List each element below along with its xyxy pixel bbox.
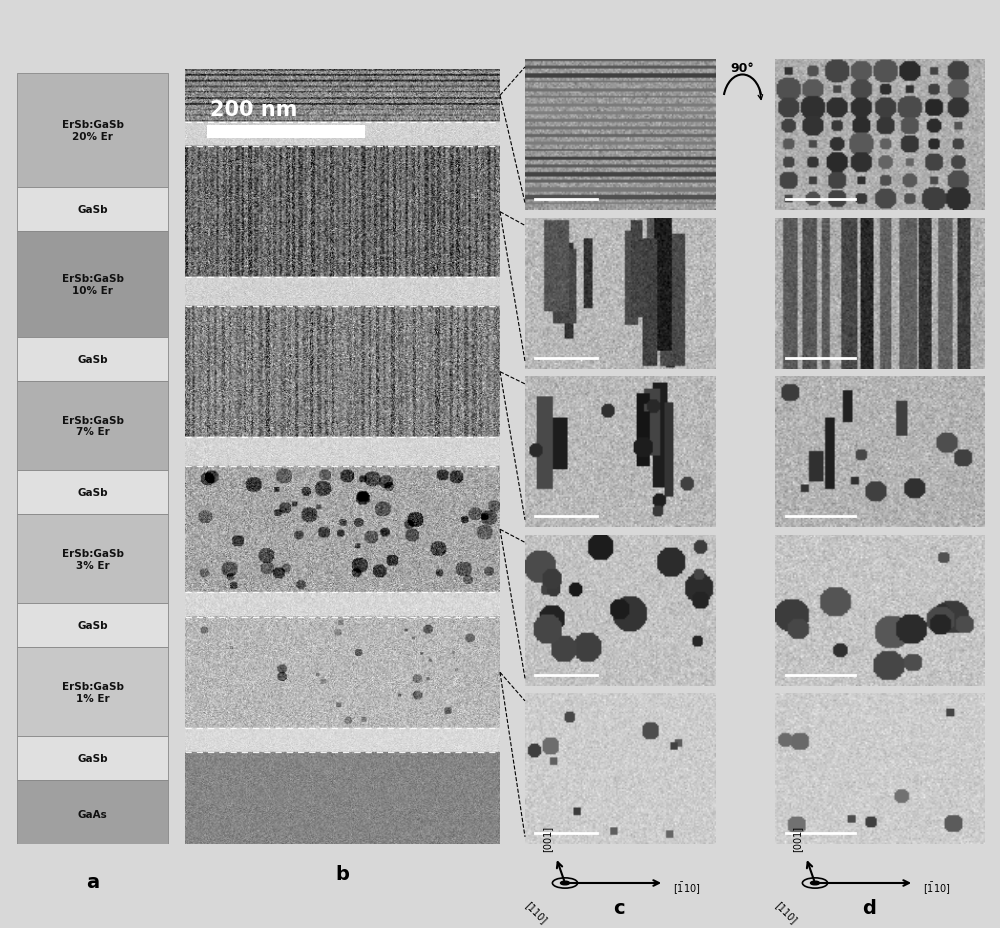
Text: [110]: [110]: [523, 899, 549, 924]
Circle shape: [560, 882, 570, 885]
Text: d: d: [862, 898, 876, 918]
Text: 200 nm: 200 nm: [210, 100, 298, 120]
Text: [$\bar{1}$10]: [$\bar{1}$10]: [673, 879, 700, 895]
Text: GaSb: GaSb: [77, 754, 108, 764]
Bar: [17, 603, 168, 648]
Text: GaAs: GaAs: [78, 809, 107, 819]
Text: ErSb:GaSb
1% Er: ErSb:GaSb 1% Er: [62, 681, 124, 702]
Bar: [17, 338, 168, 381]
Bar: [17, 232, 168, 338]
Bar: [17, 470, 168, 515]
Text: ErSb:GaSb
20% Er: ErSb:GaSb 20% Er: [62, 120, 124, 141]
Text: [001]: [001]: [792, 825, 802, 851]
Bar: [17, 381, 168, 470]
Circle shape: [810, 882, 820, 885]
Bar: [17, 187, 168, 232]
Text: GaSb: GaSb: [77, 488, 108, 497]
Text: GaSb: GaSb: [77, 354, 108, 365]
Bar: [207, 125, 365, 139]
Text: [001]: [001]: [542, 825, 552, 851]
Text: [110]: [110]: [773, 899, 799, 924]
Text: a: a: [86, 871, 99, 891]
Bar: [17, 73, 168, 187]
Bar: [17, 737, 168, 780]
Text: c: c: [613, 898, 625, 918]
Text: 90°: 90°: [731, 62, 754, 75]
Text: b: b: [336, 864, 349, 883]
Bar: [17, 780, 168, 848]
Text: ErSb:GaSb
7% Er: ErSb:GaSb 7% Er: [62, 416, 124, 437]
Text: ErSb:GaSb
10% Er: ErSb:GaSb 10% Er: [62, 274, 124, 295]
Text: GaSb: GaSb: [77, 621, 108, 631]
Text: GaSb: GaSb: [77, 205, 108, 214]
Bar: [17, 648, 168, 737]
Text: [$\bar{1}$10]: [$\bar{1}$10]: [923, 879, 950, 895]
Text: ErSb:GaSb
3% Er: ErSb:GaSb 3% Er: [62, 548, 124, 570]
Bar: [17, 515, 168, 603]
